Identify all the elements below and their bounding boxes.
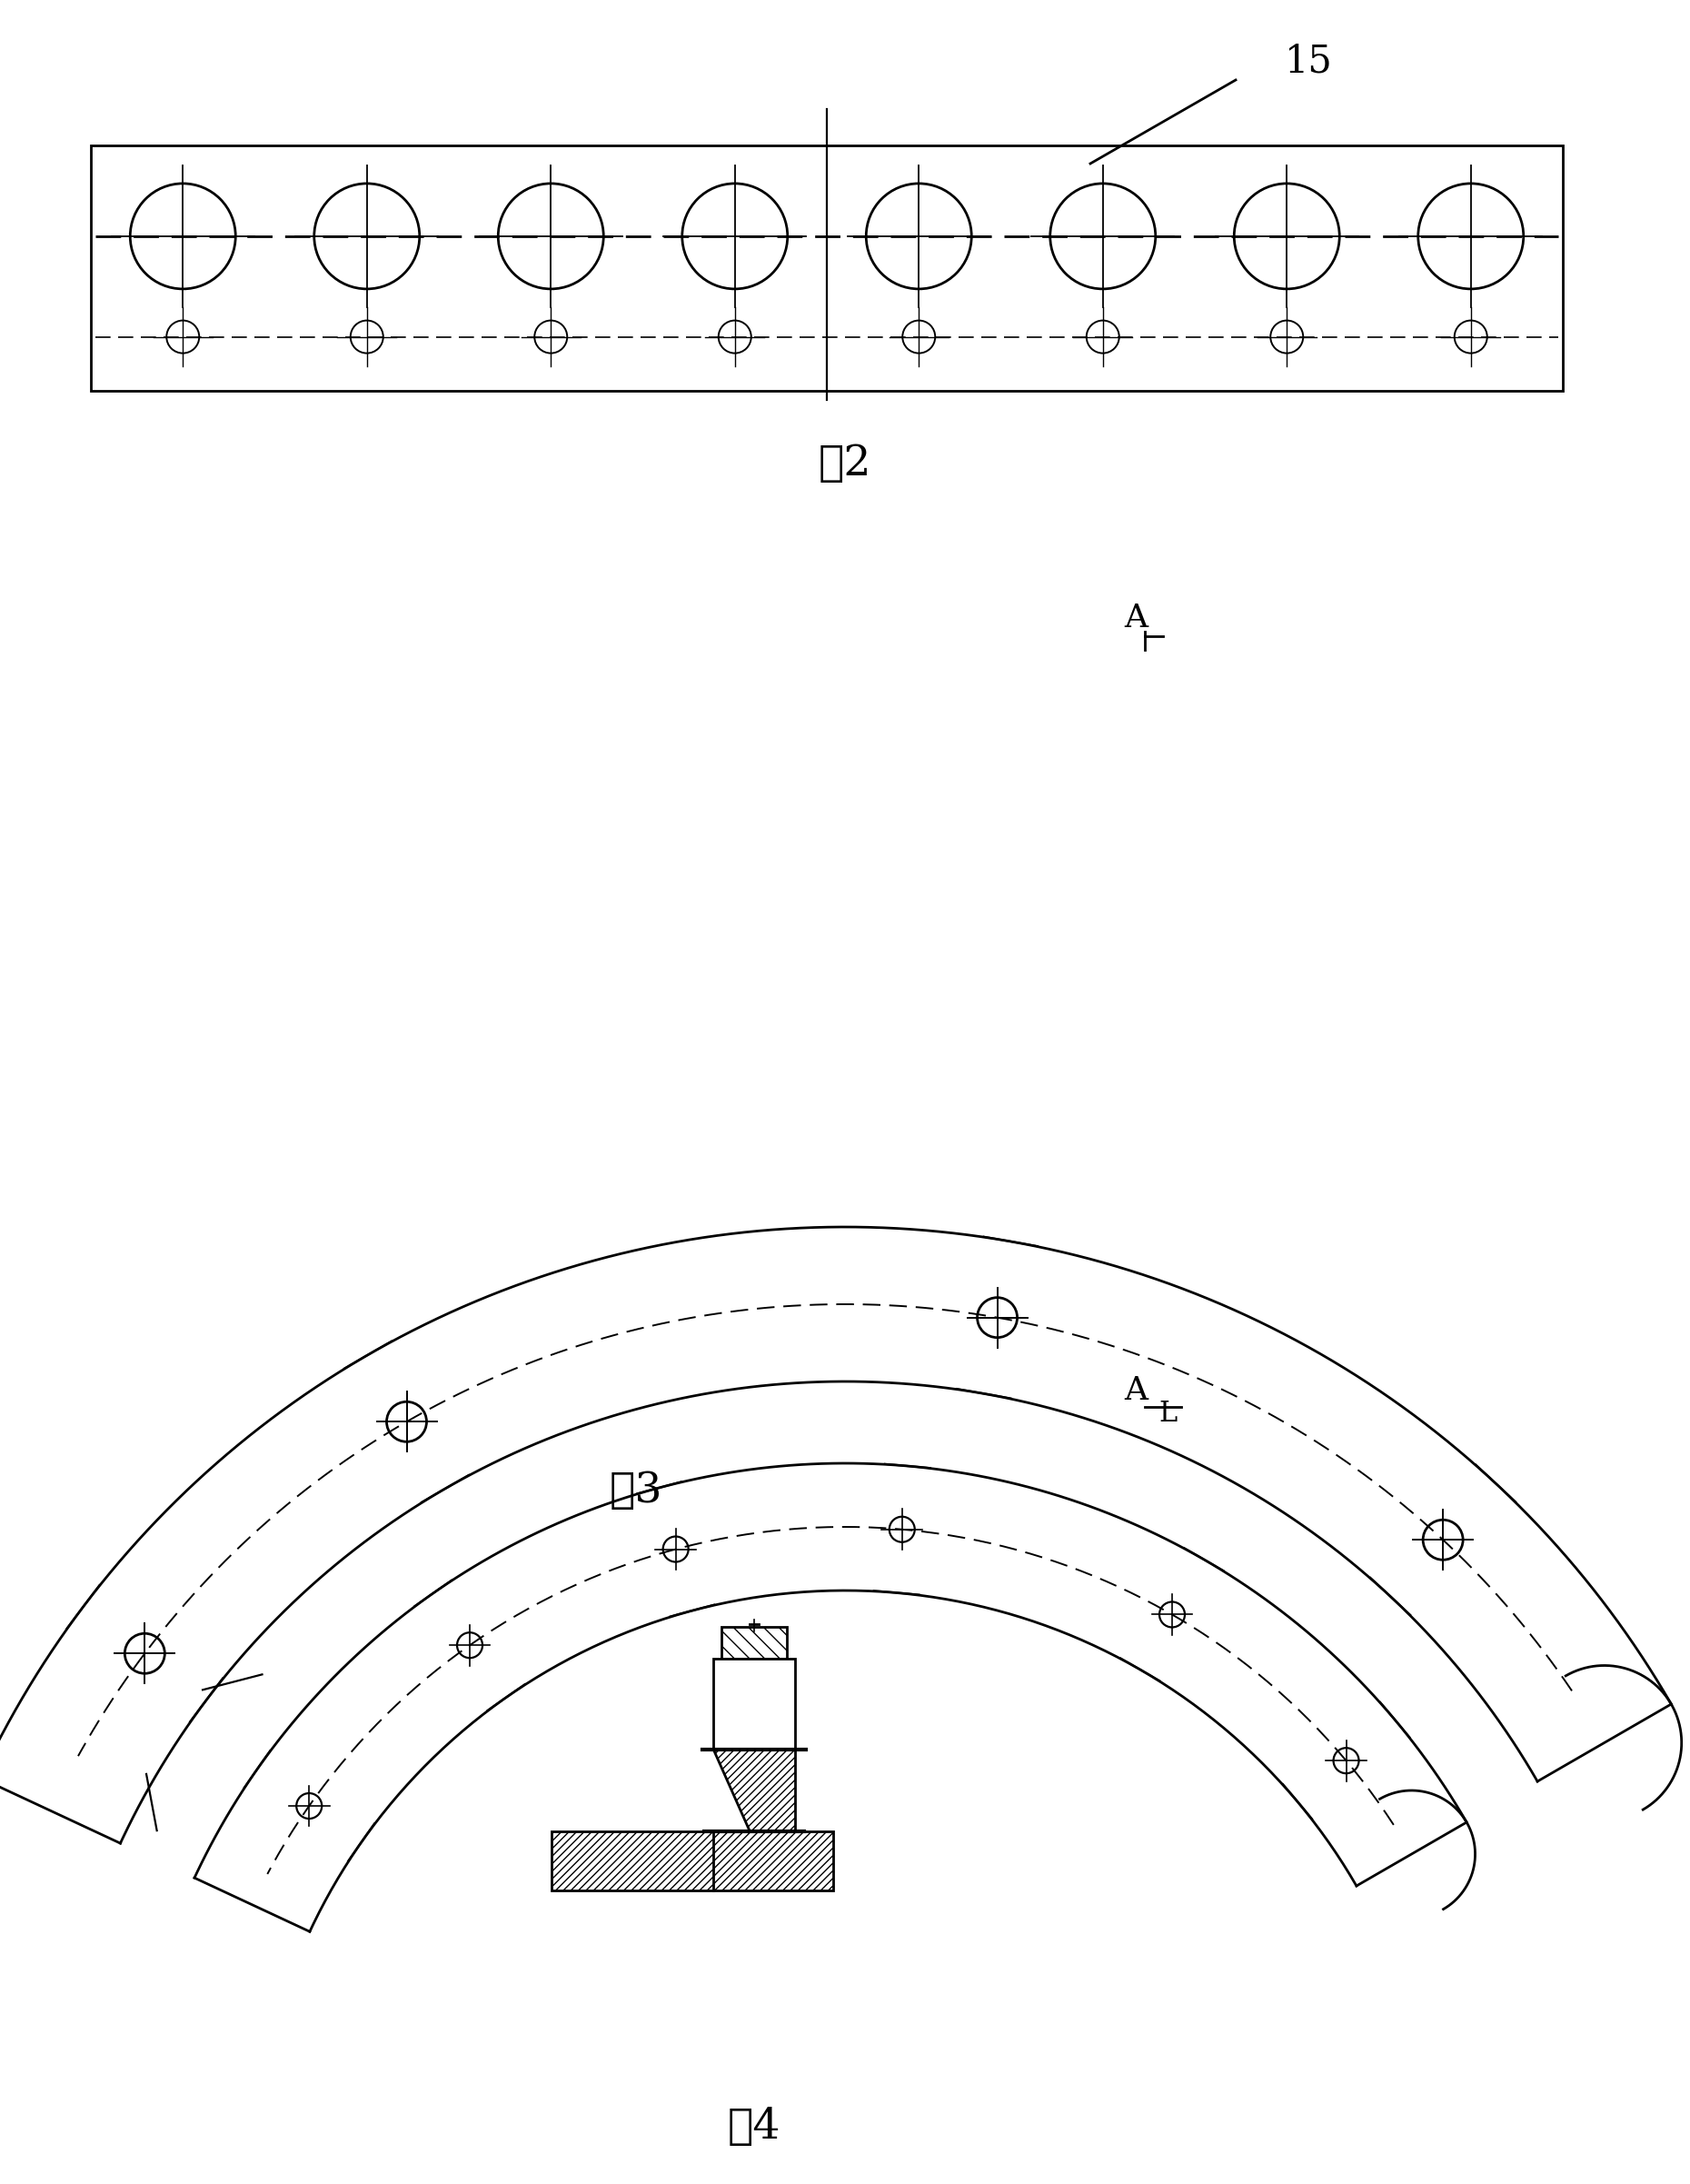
Bar (551, 1832, 833, 1891)
Bar (722, 1627, 788, 1658)
Bar (91, 146, 1563, 391)
Text: 图4: 图4 (728, 2105, 781, 2147)
Bar (713, 1658, 794, 1749)
Text: A: A (1124, 603, 1148, 633)
Text: 图2: 图2 (818, 443, 872, 485)
Polygon shape (713, 1749, 794, 1832)
Text: 图3: 图3 (610, 1470, 662, 1511)
Text: 15: 15 (1284, 44, 1332, 81)
Text: L: L (1158, 1400, 1176, 1428)
Bar (722, 1627, 788, 1658)
Bar (551, 1832, 833, 1891)
Text: A: A (1124, 1376, 1148, 1406)
